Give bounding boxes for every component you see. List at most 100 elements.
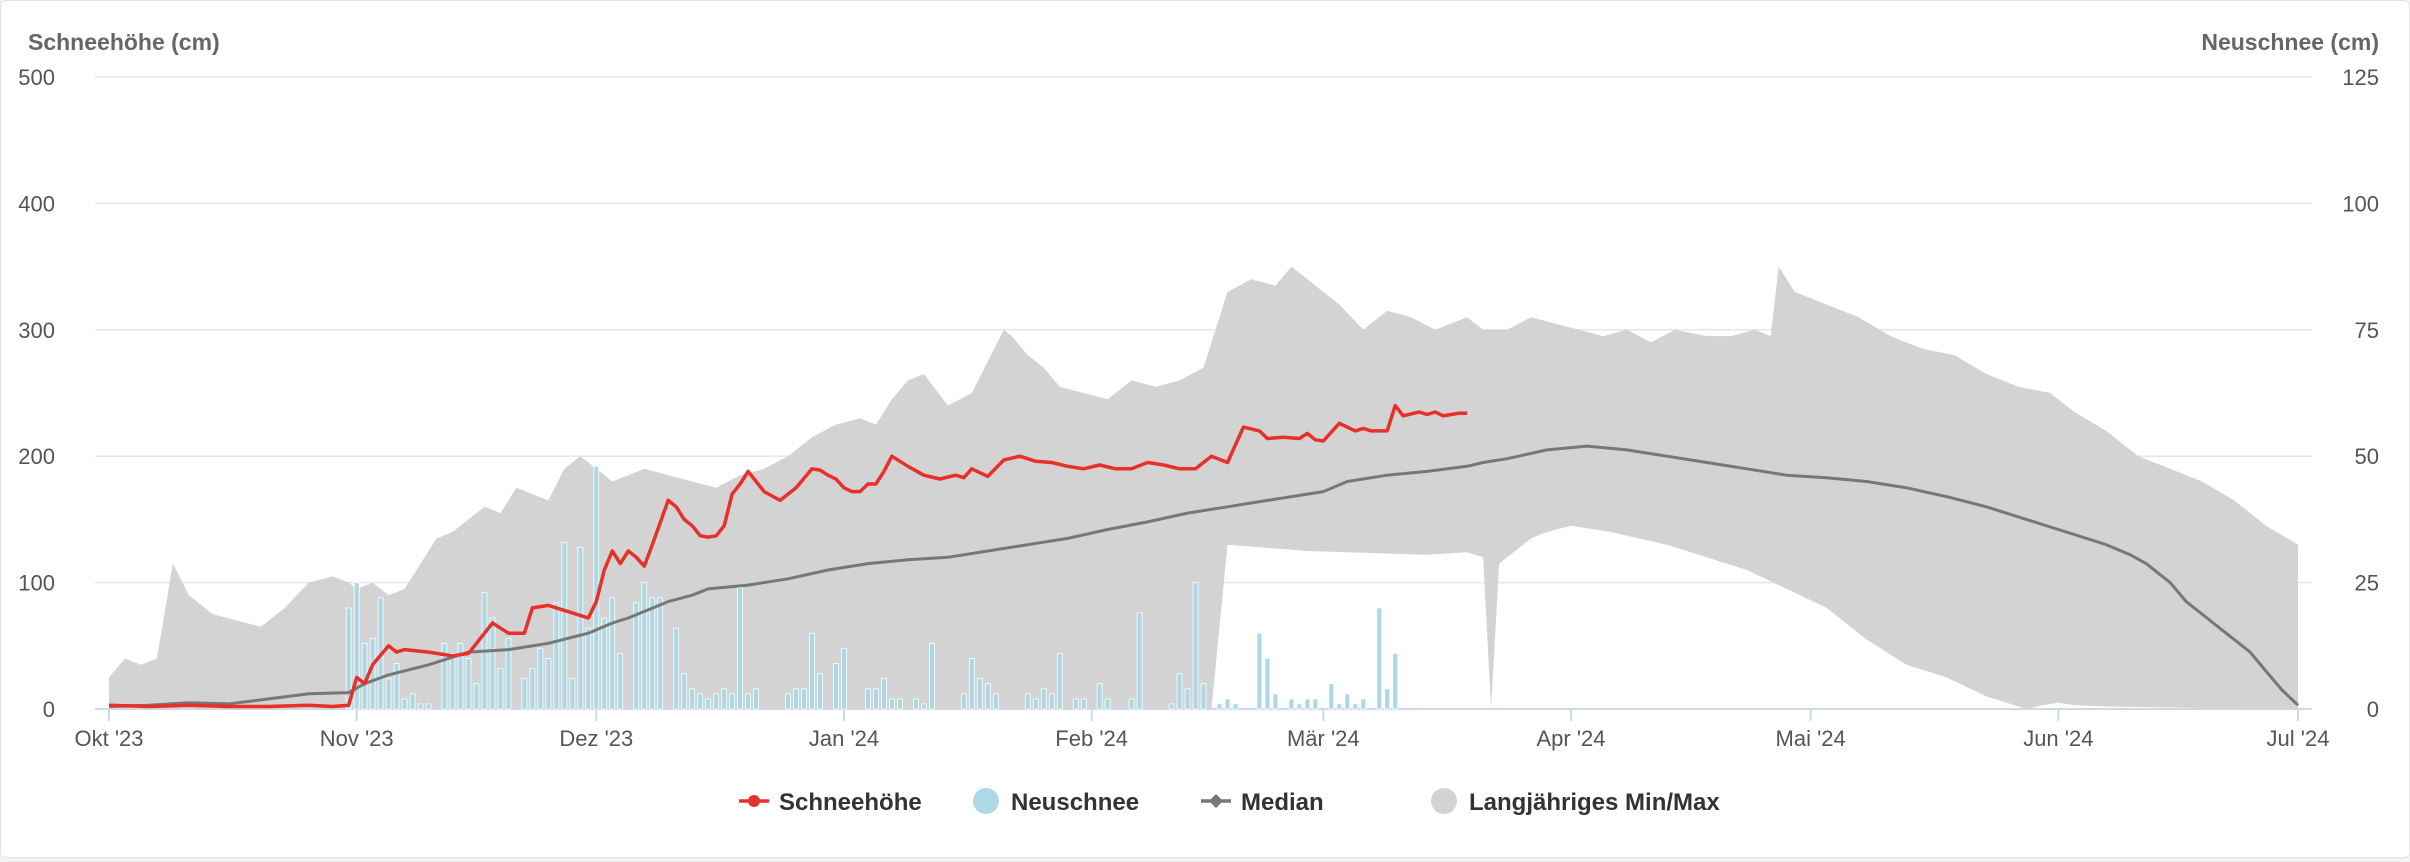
neuschnee-bar [1256,632,1263,710]
neuschnee-bar [537,647,544,710]
neuschnee-bar [521,678,528,710]
legend[interactable]: Schneehöhe Neuschnee Median Langjähriges Mi… [739,788,1720,816]
y-tick-left: 100 [18,571,55,596]
neuschnee-bar [441,642,448,710]
neuschnee-bar [497,668,504,710]
neuschnee-bar [1224,698,1231,710]
neuschnee-bar [657,597,664,710]
neuschnee-bar [1048,693,1055,710]
min-max-band [109,266,2298,709]
neuschnee-bar [569,678,576,710]
neuschnee-bar [1096,683,1103,710]
neuschnee-bar [385,678,392,710]
neuschnee-bar [1296,703,1303,710]
x-tick-label: Dez '23 [559,726,633,751]
neuschnee-bar [1376,607,1383,710]
neuschnee-bar [753,688,759,710]
neuschnee-bar [369,637,376,710]
y-tick-left: 300 [18,318,55,343]
neuschnee-bar [1184,688,1191,710]
neuschnee-bar [1216,703,1223,710]
neuschnee-bar [1304,698,1311,710]
neuschnee-bar [1232,703,1239,710]
neuschnee-bar [1040,688,1047,710]
axes: 0 100 200 300 400 500 0 25 50 75 100 125 Okt '23 Nov … [18,65,2379,751]
neuschnee-bar [633,602,640,710]
neuschnee-bar [1192,582,1199,710]
legend-label: Schneehöhe [779,789,922,816]
neuschnee-bar [585,627,592,710]
neuschnee-bar [1136,612,1143,710]
neuschnee-bar [1272,693,1279,710]
neuschnee-bar [897,698,903,710]
min-max-area [109,266,2298,709]
neuschnee-bar [889,698,895,710]
neuschnee-bar [913,698,919,710]
x-tick-label: Jan '24 [809,726,879,751]
legend-item-1[interactable]: Neuschnee [973,788,1139,816]
neuschnee-bar [689,688,696,710]
y-tick-right: 50 [2355,444,2379,469]
y-tick-right: 100 [2342,191,2379,216]
neuschnee-bar [873,688,879,710]
y-axis-left-title: Schneehöhe (cm) [28,29,220,55]
x-tick-label: Feb '24 [1055,726,1128,751]
neuschnee-bar [1288,698,1295,710]
neuschnee-bar [1264,658,1271,710]
neuschnee-bar [785,693,791,710]
y-tick-left: 500 [18,65,55,90]
neuschnee-bar [960,693,967,710]
neuschnee-bar [617,653,624,710]
legend-label: Neuschnee [1011,789,1139,816]
x-tick-label: Jun '24 [2023,726,2093,751]
neuschnee-bar [793,688,799,710]
neuschnee-bar [681,673,688,710]
neuschnee-bar [1056,653,1063,710]
neuschnee-bar [697,693,704,710]
neuschnee-bar [1384,688,1391,710]
neuschnee-bar [425,703,432,710]
series-lines [108,403,2300,709]
neuschnee-bar [1336,703,1343,710]
legend-label: Langjähriges Min/Max [1469,789,1720,816]
x-tick-label: Nov '23 [320,726,394,751]
neuschnee-bar [457,642,464,710]
median-line [108,444,2300,708]
x-tick-label: Mai '24 [1776,726,1846,751]
y-tick-right: 125 [2342,65,2379,90]
x-tick-label: Okt '23 [74,726,143,751]
neuschnee-bar [505,637,512,710]
neuschnee-bar [1360,698,1367,710]
neuschnee-bar [984,683,991,710]
legend-marker-icon [1209,794,1223,808]
legend-item-0[interactable]: Schneehöhe [739,789,922,816]
neuschnee-bar [1072,698,1079,710]
neuschnee-bar [393,663,400,710]
neuschnee-bar [976,678,983,710]
legend-label: Median [1241,789,1324,816]
y-tick-left: 400 [18,191,55,216]
y-tick-right: 25 [2355,571,2379,596]
legend-item-2[interactable]: Median [1201,789,1324,816]
neuschnee-bar [449,653,456,710]
neuschnee-bar [968,658,975,710]
neuschnee-bar [409,693,416,710]
legend-item-3[interactable]: Langjähriges Min/Max [1431,788,1720,816]
neuschnee-bar [1024,693,1031,710]
neuschnee-bar [817,673,823,710]
x-tick-label: Mär '24 [1287,726,1360,751]
y-axis-right-title: Neuschnee (cm) [2201,29,2379,55]
y-tick-right: 75 [2355,318,2379,343]
neuschnee-bar [737,587,743,710]
neuschnee-bar [809,632,815,710]
neuschnee-bar [1392,653,1399,710]
y-tick-left: 200 [18,444,55,469]
neuschnee-bar [417,703,424,710]
neuschnee-bar [577,546,584,710]
neuschnee-bar [1168,703,1175,710]
neuschnee-bar [833,663,839,710]
neuschnee-bar [1312,698,1319,710]
y-tick-left: 0 [43,697,55,722]
